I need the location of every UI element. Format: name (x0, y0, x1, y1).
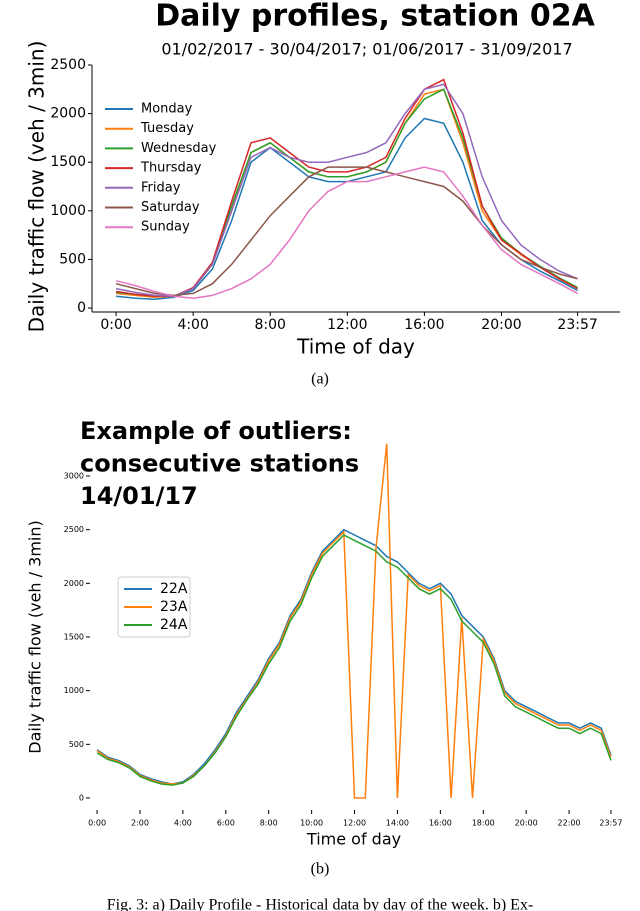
y-tick-label: 3000 (64, 472, 84, 481)
x-tick-label: 12:00 (343, 819, 366, 828)
y-axis-label: Daily traffic flow (veh / 3min) (26, 520, 45, 753)
legend-frame (117, 576, 191, 638)
x-tick-label: 4:00 (174, 819, 192, 828)
y-tick-label: 500 (59, 251, 86, 267)
x-tick-label: 6:00 (217, 819, 235, 828)
chart: Daily profiles, station 02A 01/02/2017 - … (25, 0, 620, 388)
y-tick-label: 1500 (64, 633, 84, 642)
x-tick-label: 0:00 (88, 819, 106, 828)
legend-label: 22A (160, 581, 188, 597)
series-line (96, 534, 612, 786)
x-tick-label: 20:00 (481, 317, 521, 333)
y-tick-label: 500 (69, 740, 84, 749)
chart-title: 14/01/17 (80, 482, 198, 510)
y-tick-label: 2000 (50, 106, 86, 122)
x-tick-label: 2:00 (131, 819, 149, 828)
legend-label: Monday (141, 102, 193, 117)
x-tick-label: 14:00 (386, 819, 409, 828)
y-tick-label: 2000 (64, 579, 84, 588)
y-tick-label: 1500 (50, 154, 86, 170)
x-tick-label: 0:00 (100, 317, 131, 333)
x-tick-label: 8:00 (255, 317, 286, 333)
panel-label: (a) (311, 371, 329, 388)
legend-label: 23A (160, 599, 188, 615)
chart: Example of outliers: consecutive stations… (26, 417, 623, 878)
x-tick-label: 8:00 (260, 819, 278, 828)
x-tick-label: 10:00 (300, 819, 323, 828)
y-tick-label: 1000 (64, 686, 84, 695)
legend-label: Thursday (140, 161, 202, 176)
x-tick-label: 16:00 (429, 819, 452, 828)
legend-label: 24A (160, 617, 188, 633)
x-tick-label: 23:57 (557, 317, 597, 333)
chart-title: Daily profiles, station 02A (155, 0, 595, 34)
x-tick-label: 4:00 (177, 317, 208, 333)
x-tick-label: 12:00 (327, 317, 367, 333)
x-tick-label: 18:00 (472, 819, 495, 828)
figure-caption: Fig. 3: a) Daily Profile - Historical da… (107, 897, 534, 911)
x-tick-label: 16:00 (404, 317, 444, 333)
series-line (115, 83, 578, 298)
legend-label: Wednesday (141, 141, 217, 156)
x-tick-label: 23:57 (599, 819, 622, 828)
y-axis-label: Daily traffic flow (veh / 3min) (25, 41, 49, 333)
y-tick-label: 0 (77, 300, 86, 316)
chart-subtitle: 01/02/2017 - 30/04/2017; 01/06/2017 - 31… (161, 40, 572, 59)
legend-label: Friday (141, 180, 181, 195)
y-tick-label: 0 (79, 794, 84, 803)
chart-title: consecutive stations (80, 450, 359, 478)
legend-label: Saturday (141, 200, 200, 215)
x-axis-label: Time of day (296, 335, 415, 359)
legend-label: Sunday (141, 220, 190, 235)
y-tick-label: 1000 (50, 203, 86, 219)
series-line (115, 166, 578, 300)
series-line (115, 166, 578, 297)
y-tick-label: 2500 (64, 525, 84, 534)
x-tick-label: 20:00 (515, 819, 538, 828)
x-axis-label: Time of day (306, 830, 401, 849)
x-tick-label: 22:00 (558, 819, 581, 828)
series-line (96, 528, 612, 785)
legend-label: Tuesday (140, 121, 194, 136)
panel-label: (b) (311, 861, 330, 878)
chart-title: Example of outliers: (80, 417, 352, 445)
y-tick-label: 2500 (50, 57, 86, 73)
